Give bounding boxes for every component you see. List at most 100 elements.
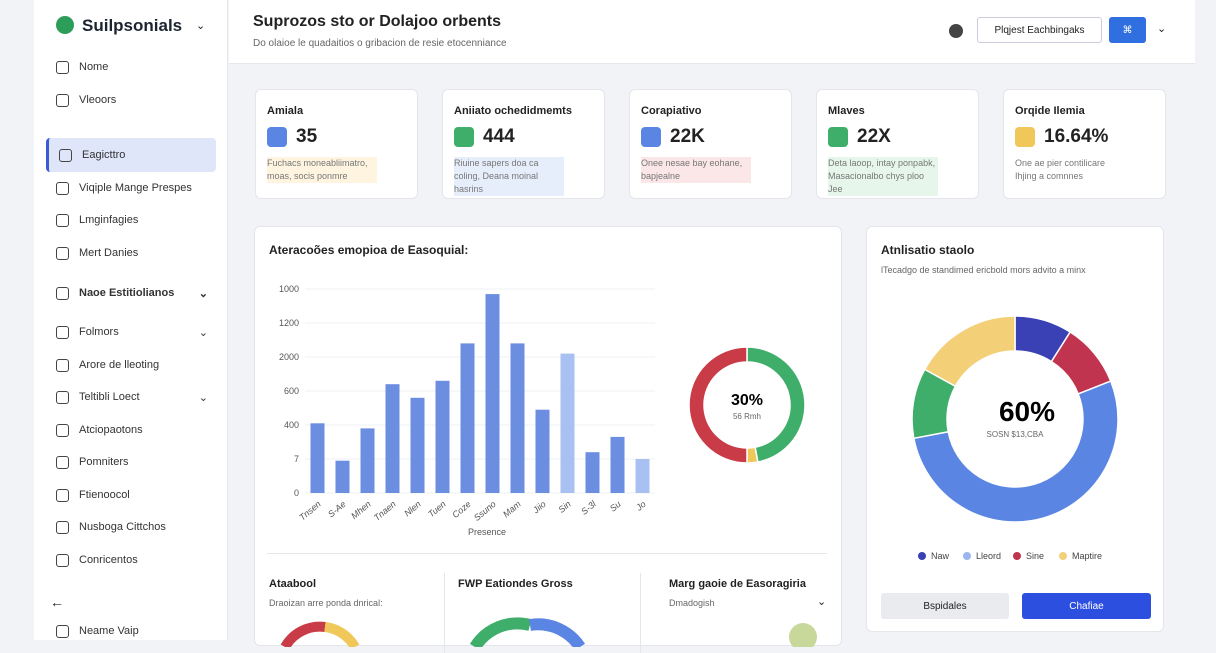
card-subtitle: lTecadgo de standimed ericbold mors advi…	[881, 265, 1086, 275]
divider	[267, 553, 827, 554]
nav-label: Arore de lleoting	[79, 359, 160, 371]
nav-item[interactable]: Atciopaotons	[46, 413, 216, 447]
nav-label: Eagicttro	[82, 149, 126, 161]
collapse[interactable]: ←	[50, 594, 64, 610]
header-button[interactable]: Plqjest Eachbingaks	[977, 17, 1102, 43]
bar-card: Ateracoões emopioa de Easoquial: 0 7 400 60…	[254, 226, 842, 653]
nav-item[interactable]: Viqiple Mange Prespes	[46, 171, 216, 205]
donut-center: 60%	[999, 396, 1055, 427]
chevron[interactable]: ⌄	[198, 287, 208, 300]
avatar[interactable]	[949, 24, 963, 38]
y-tick-label: 1200	[279, 318, 299, 328]
kpi-value: 22K	[670, 126, 705, 147]
chevron[interactable]: ⌄	[1157, 23, 1167, 35]
nav-label: Atciopaotons	[79, 424, 143, 436]
x-tick-label: S-Ae	[326, 499, 348, 520]
kpi-label: Corapiativo	[641, 105, 702, 117]
nav-label: Nome	[79, 61, 109, 73]
nav-item[interactable]: Mert Danies	[46, 236, 216, 270]
bar	[610, 436, 625, 493]
y-tick-label: 7	[294, 454, 299, 464]
x-tick-label: Jo	[633, 499, 647, 513]
nav-item[interactable]: Naoe Estitiolianos ⌄	[46, 276, 216, 310]
legend-label: Maptire	[1072, 551, 1102, 561]
bar	[635, 459, 650, 493]
bar	[310, 423, 325, 493]
section-title: FWP Eationdes Gross	[458, 578, 573, 590]
nav-label: Vleoors	[79, 94, 117, 106]
nav-label: Folmors	[79, 326, 119, 338]
y-tick-label: 1000	[279, 284, 299, 294]
kpi-card: Aniiato ochedidmemts 444 Riuine sapers doa…	[442, 89, 605, 199]
nav-item[interactable]: Pomniters	[46, 445, 216, 479]
x-tick-label: Mhen	[349, 499, 373, 521]
chevron[interactable]: ⌄	[196, 20, 206, 32]
kpi-card: Corapiativo 22K Onee nesae bay eohane, bap…	[629, 89, 792, 199]
donut-segment	[688, 346, 748, 464]
legend-label: Lleord	[976, 551, 1001, 561]
x-tick-label: Tnsen	[297, 499, 323, 523]
chevron[interactable]: ⌄	[198, 391, 208, 404]
bar	[510, 343, 525, 493]
kpi-card: Amiala 35 Fuchacs moneabliimatro, moas, so…	[255, 89, 418, 199]
icon-button[interactable]: ⌘	[1109, 17, 1146, 43]
kpi-text: Deta laoop, intay ponpabk, Masacionalbo …	[828, 157, 938, 196]
kpi-value: 16.64%	[1044, 126, 1109, 147]
bar	[535, 409, 550, 493]
kpi-text: Riuine sapers doa ca coling, Deana moina…	[454, 157, 564, 196]
donut-sub: SOSN $13,CBA	[987, 430, 1045, 439]
nav-label: Nusboga Cittchos	[79, 521, 166, 533]
section-text: Draoizan arre ponda dnrical:	[269, 598, 383, 608]
button[interactable]: Bspidales	[881, 593, 1009, 619]
kpi-icon	[1015, 127, 1035, 147]
button[interactable]: Chafiae	[1022, 593, 1151, 619]
x-tick-label: Jiio	[530, 499, 548, 516]
nav-item[interactable]: Eagicttro	[46, 138, 216, 172]
kpi-label: Orqide Ilemia	[1015, 105, 1085, 117]
nav-item[interactable]: Arore de lleoting	[46, 348, 216, 382]
donut-segment	[746, 446, 759, 464]
page-title: Suprozos sto or Dolajoo orbents	[253, 13, 502, 30]
kpi-label: Aniiato ochedidmemts	[454, 105, 572, 117]
bar	[335, 460, 350, 493]
chevron[interactable]: ⌄	[198, 326, 208, 339]
kpi-card: Orqide Ilemia 16.64% One ae pier contilica…	[1003, 89, 1166, 199]
nav-item[interactable]: Vleoors	[46, 83, 216, 117]
nav-label: Mert Danies	[79, 247, 139, 259]
nav-item[interactable]: Nusboga Cittchos	[46, 510, 216, 544]
brand: Suilpsonials	[82, 16, 183, 35]
donut-segment	[912, 380, 1119, 523]
x-tick-label: Nlen	[402, 499, 423, 519]
nav-item[interactable]: Conricentos	[46, 543, 216, 577]
card-title: Ateracoões emopioa de Easoquial:	[269, 243, 469, 257]
legend-swatch	[918, 552, 926, 560]
bar	[485, 294, 500, 493]
chevron[interactable]: ⌄	[817, 596, 827, 608]
bar	[385, 384, 400, 493]
donut-chart: 60% SOSN $13,CBA Naw Lleord Sine Maptire	[911, 315, 1119, 561]
page-subtitle: Do olaioe le quadaitios o gribacion de r…	[253, 38, 507, 49]
donut-segment	[923, 315, 1016, 388]
kpi-label: Mlaves	[828, 105, 865, 117]
divider	[640, 573, 641, 653]
nav-item[interactable]: Lmginfagies	[46, 203, 216, 237]
bar	[360, 428, 375, 493]
kpi-text: Fuchacs moneabliimatro, moas, socis ponm…	[267, 157, 377, 183]
nav-item[interactable]: Folmors ⌄	[46, 315, 216, 349]
bar	[560, 353, 575, 493]
nav-label: Teltibli Loect	[79, 391, 140, 403]
nav-label: Pomniters	[79, 456, 129, 468]
x-tick-label: Tuen	[426, 499, 448, 519]
kpi-text: One ae pier contilicare Ihjing a comnnes	[1015, 157, 1125, 183]
nav-item[interactable]: Teltibli Loect ⌄	[46, 380, 216, 414]
nav-label: Viqiple Mange Prespes	[79, 182, 192, 194]
kpi-icon	[454, 127, 474, 147]
legend-swatch	[1013, 552, 1021, 560]
x-axis-label: Presence	[468, 527, 506, 537]
nav-label: Naoe Estitiolianos	[79, 287, 175, 299]
kpi-icon	[828, 127, 848, 147]
nav-item[interactable]: Nome	[46, 50, 216, 84]
nav-item[interactable]: Neame Vaip	[46, 614, 216, 648]
y-tick-label: 600	[284, 386, 299, 396]
nav-item[interactable]: Ftienoocol	[46, 478, 216, 512]
